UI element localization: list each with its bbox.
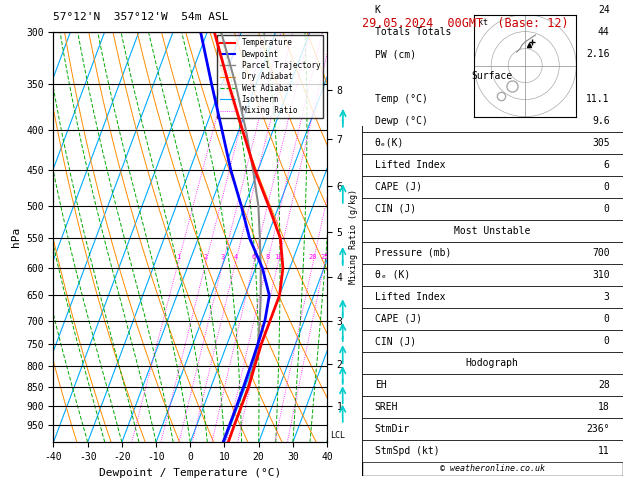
Bar bbox=[362, 374, 623, 396]
Text: 8: 8 bbox=[265, 254, 270, 260]
Text: Lifted Index: Lifted Index bbox=[375, 292, 445, 302]
Text: Pressure (mb): Pressure (mb) bbox=[375, 248, 451, 258]
X-axis label: Dewpoint / Temperature (°C): Dewpoint / Temperature (°C) bbox=[99, 468, 281, 478]
Text: 1: 1 bbox=[176, 254, 181, 260]
Text: 6: 6 bbox=[604, 160, 610, 170]
Text: PW (cm): PW (cm) bbox=[375, 50, 416, 59]
Text: Dewp (°C): Dewp (°C) bbox=[375, 116, 428, 125]
Text: 236°: 236° bbox=[586, 424, 610, 434]
Y-axis label: hPa: hPa bbox=[11, 227, 21, 247]
Text: 20: 20 bbox=[309, 254, 317, 260]
Bar bbox=[362, 308, 623, 330]
Bar bbox=[362, 440, 623, 462]
Bar bbox=[362, 176, 623, 198]
Text: 9.6: 9.6 bbox=[592, 116, 610, 125]
Text: 29.05.2024  00GMT  (Base: 12): 29.05.2024 00GMT (Base: 12) bbox=[362, 17, 568, 30]
Text: Totals Totals: Totals Totals bbox=[375, 27, 451, 37]
Bar bbox=[362, 418, 623, 440]
Bar bbox=[362, 66, 623, 87]
Bar bbox=[362, 198, 623, 220]
Text: Mixing Ratio (g/kg): Mixing Ratio (g/kg) bbox=[349, 190, 358, 284]
Bar bbox=[362, 286, 623, 308]
Y-axis label: km
ASL: km ASL bbox=[362, 237, 379, 259]
Bar bbox=[362, 396, 623, 418]
Text: Hodograph: Hodograph bbox=[465, 358, 519, 368]
Text: 700: 700 bbox=[592, 248, 610, 258]
Text: 10: 10 bbox=[274, 254, 282, 260]
Bar bbox=[362, 21, 623, 43]
Legend: Temperature, Dewpoint, Parcel Trajectory, Dry Adiabat, Wet Adiabat, Isotherm, Mi: Temperature, Dewpoint, Parcel Trajectory… bbox=[217, 35, 323, 118]
Bar bbox=[362, 264, 623, 286]
Text: 44: 44 bbox=[598, 27, 610, 37]
Text: 24: 24 bbox=[598, 5, 610, 16]
Text: CAPE (J): CAPE (J) bbox=[375, 182, 421, 191]
Bar bbox=[362, 109, 623, 132]
Bar bbox=[362, 352, 623, 374]
Text: Surface: Surface bbox=[472, 71, 513, 82]
Text: 6: 6 bbox=[252, 254, 256, 260]
Bar bbox=[362, 132, 623, 154]
Text: EH: EH bbox=[375, 380, 386, 390]
Bar bbox=[362, 242, 623, 264]
Text: 25: 25 bbox=[321, 254, 329, 260]
Text: CAPE (J): CAPE (J) bbox=[375, 314, 421, 324]
Text: StmDir: StmDir bbox=[375, 424, 410, 434]
Text: Most Unstable: Most Unstable bbox=[454, 226, 530, 236]
Bar bbox=[362, 330, 623, 352]
Text: θₑ (K): θₑ (K) bbox=[375, 270, 410, 280]
Bar bbox=[362, 154, 623, 176]
Text: kt: kt bbox=[477, 18, 487, 27]
Text: K: K bbox=[375, 5, 381, 16]
Text: 11: 11 bbox=[598, 446, 610, 456]
Text: LCL: LCL bbox=[330, 431, 345, 440]
Bar bbox=[362, 0, 623, 21]
Text: Temp (°C): Temp (°C) bbox=[375, 93, 428, 104]
Text: CIN (J): CIN (J) bbox=[375, 336, 416, 346]
Text: 2: 2 bbox=[204, 254, 208, 260]
Text: SREH: SREH bbox=[375, 402, 398, 412]
Text: CIN (J): CIN (J) bbox=[375, 204, 416, 214]
Text: 3: 3 bbox=[221, 254, 225, 260]
Text: 3: 3 bbox=[604, 292, 610, 302]
Text: 57°12'N  357°12'W  54m ASL: 57°12'N 357°12'W 54m ASL bbox=[53, 12, 229, 22]
Text: 28: 28 bbox=[598, 380, 610, 390]
Text: 0: 0 bbox=[604, 182, 610, 191]
Text: 305: 305 bbox=[592, 138, 610, 148]
Bar bbox=[362, 220, 623, 242]
Bar bbox=[362, 87, 623, 109]
Text: 18: 18 bbox=[598, 402, 610, 412]
Text: Lifted Index: Lifted Index bbox=[375, 160, 445, 170]
Bar bbox=[362, 43, 623, 66]
Text: 0: 0 bbox=[604, 314, 610, 324]
Text: 4: 4 bbox=[233, 254, 238, 260]
Text: 0: 0 bbox=[604, 204, 610, 214]
Text: 0: 0 bbox=[604, 336, 610, 346]
Text: θₑ(K): θₑ(K) bbox=[375, 138, 404, 148]
Text: 11.1: 11.1 bbox=[586, 93, 610, 104]
Text: 310: 310 bbox=[592, 270, 610, 280]
Text: © weatheronline.co.uk: © weatheronline.co.uk bbox=[440, 464, 545, 473]
Text: StmSpd (kt): StmSpd (kt) bbox=[375, 446, 439, 456]
Text: 2.16: 2.16 bbox=[586, 50, 610, 59]
